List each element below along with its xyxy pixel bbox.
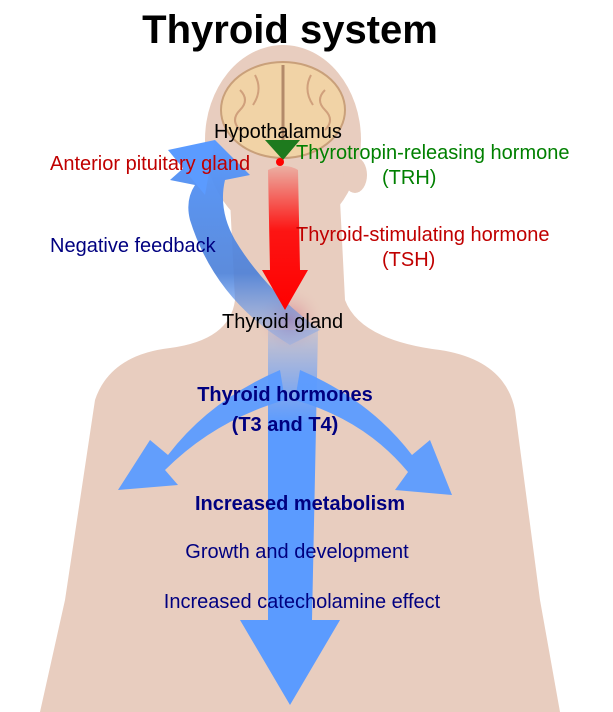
label-tsh-abbr: (TSH)	[382, 249, 436, 271]
pituitary-dot	[276, 158, 284, 166]
effect-growth: Growth and development	[185, 541, 409, 563]
label-thyroid-hormones: Thyroid hormones	[197, 384, 373, 406]
brain-icon	[220, 61, 346, 159]
label-thyroid-gland: Thyroid gland	[222, 311, 344, 333]
label-tsh: Thyroid-stimulating hormone	[296, 224, 550, 246]
hormone-arrow-down	[240, 330, 340, 705]
hormone-arrow-left	[118, 370, 285, 490]
tsh-arrow	[262, 166, 308, 310]
page-title: Thyroid system	[142, 8, 438, 52]
label-hypothalamus: Hypothalamus	[214, 121, 342, 143]
label-trh: Thyrotropin-releasing hormone	[296, 142, 570, 164]
effect-catecholamine: Increased catecholamine effect	[163, 591, 441, 613]
label-negative-feedback: Negative feedback	[50, 235, 216, 257]
trh-arrow	[265, 140, 300, 160]
label-anterior-pituitary: Anterior pituitary gland	[50, 153, 251, 175]
negative-feedback-arrow	[170, 140, 320, 345]
label-t3-t4: (T3 and T4)	[231, 414, 339, 436]
hormone-arrow-right	[295, 370, 452, 495]
feedback-arrow-head-left	[168, 140, 215, 195]
label-trh-abbr: (TRH)	[382, 167, 437, 189]
effect-metabolism: Increased metabolism	[194, 493, 406, 515]
